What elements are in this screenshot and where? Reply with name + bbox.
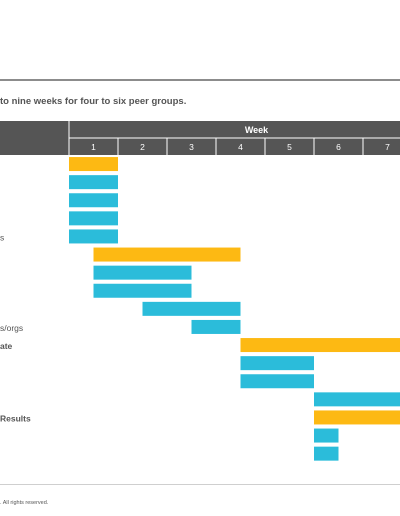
row-label: Results [0, 413, 31, 423]
week-number-label: 6 [336, 142, 341, 152]
gantt-bars [69, 157, 400, 461]
week-header-label: Week [245, 125, 269, 135]
gantt-header: Week 1 2 3 4 5 6 7 [0, 121, 400, 155]
task-bar [69, 193, 118, 208]
task-bar [93, 283, 192, 298]
task-bar [69, 211, 118, 226]
row-label: s/orgs [0, 323, 23, 333]
week-number-label: 1 [91, 142, 96, 152]
week-number-label: 2 [140, 142, 145, 152]
task-bar [69, 175, 118, 190]
task-bar [314, 428, 339, 443]
footer-rule [0, 484, 400, 485]
task-bar [314, 446, 339, 461]
week-number-label: 5 [287, 142, 292, 152]
phase-bar [240, 338, 400, 353]
task-bar [314, 392, 400, 407]
week-number-label: 4 [238, 142, 243, 152]
task-bar [69, 229, 118, 244]
phase-bar [93, 247, 241, 262]
task-bar [240, 356, 314, 371]
task-bar [93, 265, 192, 280]
week-number-label: 3 [189, 142, 194, 152]
chart-subtitle: to nine weeks for four to six peer group… [0, 96, 187, 107]
footer-note: . All rights reserved. [0, 500, 49, 506]
row-label: s [0, 232, 4, 242]
gantt-row-labels: s s/orgs ate Results [0, 232, 31, 423]
gantt-chart: Week 1 2 3 4 5 6 7 s s/orgs ate Results [0, 121, 400, 461]
top-rule [0, 79, 400, 81]
phase-bar [69, 157, 118, 172]
task-bar [142, 301, 241, 316]
phase-bar [314, 410, 400, 425]
row-label: ate [0, 341, 13, 351]
task-bar [240, 374, 314, 389]
task-bar [191, 319, 241, 334]
week-number-label: 7 [385, 142, 390, 152]
